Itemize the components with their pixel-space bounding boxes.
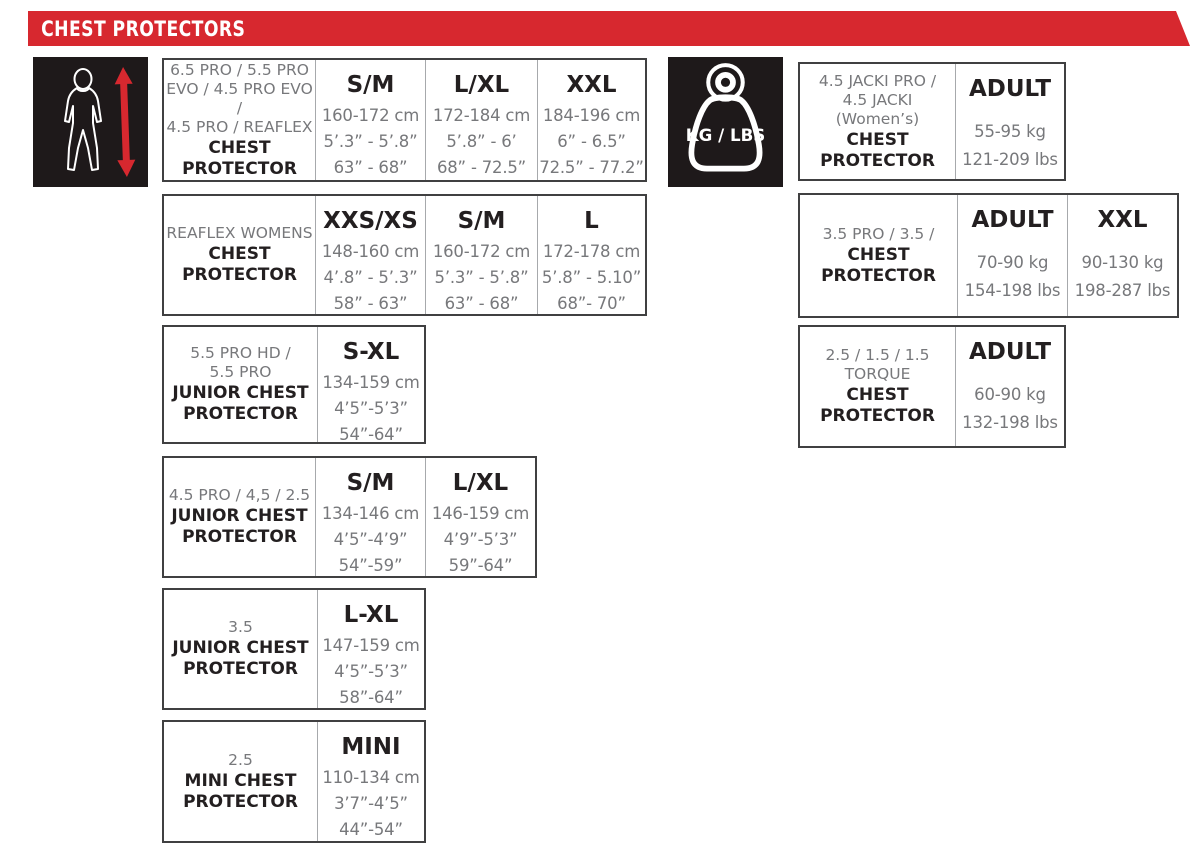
product-label-cell: 2.5 MINI CHEST PROTECTOR [164,722,317,841]
product-models: 4.5 JACKI PRO / 4.5 JACKI (Women’s) [818,71,937,128]
product-models: 6.5 PRO / 5.5 PRO EVO / 4.5 PRO EVO / 4.… [166,60,313,136]
size-column: S-XL 134-159 cm 4’5”-5’3” 54”-64” [317,327,424,442]
size-name: L [584,208,599,234]
product-type: CHEST PROTECTOR [182,137,297,179]
weight-table-35-pro: 3.5 PRO / 3.5 / CHEST PROTECTOR ADULT 70… [798,193,1179,318]
weight-icon-box: KG / LBS [668,57,783,187]
size-table-55-junior: 5.5 PRO HD / 5.5 PRO JUNIOR CHEST PROTEC… [162,325,426,444]
product-models: 2.5 / 1.5 / 1.5 TORQUE [825,346,930,383]
product-models: 2.5 [228,750,253,769]
size-values: 60-90 kg 132-198 lbs [962,385,1058,432]
size-column: ADULT 60-90 kg 132-198 lbs [955,327,1064,446]
size-name: L/XL [452,470,509,496]
product-type: MINI CHEST PROTECTOR [183,770,298,812]
product-type: CHEST PROTECTOR [820,129,935,171]
height-icon [64,67,136,177]
size-values: 148-160 cm 4’.8” - 5’.3” 58” - 63” [321,242,420,313]
product-models: 3.5 [228,618,253,636]
size-table-35-junior: 3.5 JUNIOR CHEST PROTECTOR L-XL 147-159 … [162,588,426,710]
size-name: XXL [1097,207,1148,233]
size-table-45-junior: 4.5 PRO / 4,5 / 2.5 JUNIOR CHEST PROTECT… [162,456,537,578]
size-values: 110-134 cm 3’7”-4’5” 44”-54” [322,768,420,839]
product-models: 3.5 PRO / 3.5 / [822,224,935,243]
product-type: CHEST PROTECTOR [821,244,936,286]
size-values: 146-159 cm 4’9”-5’3” 59”-64” [431,504,530,575]
product-label-cell: 5.5 PRO HD / 5.5 PRO JUNIOR CHEST PROTEC… [164,327,317,442]
size-column: L 172-178 cm 5’.8” - 5.10” 68”- 70” [537,196,645,314]
size-values: 134-146 cm 4’5”-4’9” 54”-59” [321,504,420,575]
size-name: XXL [566,72,617,98]
size-column: S/M 160-172 cm 5’.3” - 5’.8” 63” - 68” [315,60,425,180]
product-type: CHEST PROTECTOR [182,244,297,285]
size-values: 172-178 cm 5’.8” - 5.10” 68”- 70” [541,242,642,313]
product-type: JUNIOR CHEST PROTECTOR [171,506,308,547]
size-name: S/M [346,72,395,98]
size-name: S/M [346,470,395,496]
product-label-cell: 3.5 JUNIOR CHEST PROTECTOR [164,590,317,708]
product-models: REAFLEX WOMENS [166,224,313,242]
section-header: CHEST PROTECTORS [28,11,1190,46]
size-name: ADULT [971,207,1054,233]
product-type: CHEST PROTECTOR [820,385,935,426]
weight-table-25-15-torque: 2.5 / 1.5 / 1.5 TORQUE CHEST PROTECTOR A… [798,325,1066,448]
product-label-cell: 6.5 PRO / 5.5 PRO EVO / 4.5 PRO EVO / 4.… [164,60,315,180]
size-values: 172-184 cm 5’.8” - 6’ 68” - 72.5” [432,106,531,177]
size-column: XXL 184-196 cm 6” - 6.5” 72.5” - 77.2” [537,60,645,180]
size-name: L-XL [343,602,399,628]
product-models: 5.5 PRO HD / 5.5 PRO [190,344,291,381]
weight-table-jacki: 4.5 JACKI PRO / 4.5 JACKI (Women’s) CHES… [798,62,1066,181]
size-values: 147-159 cm 4’5”-5’3” 58”-64” [322,636,420,707]
section-title: CHEST PROTECTORS [41,16,246,41]
size-column: L/XL 146-159 cm 4’9”-5’3” 59”-64” [425,458,535,576]
size-name: XXS/XS [323,208,418,234]
size-column: ADULT 70-90 kg 154-198 lbs [957,195,1067,316]
size-column: XXS/XS 148-160 cm 4’.8” - 5’.3” 58” - 63… [315,196,425,314]
product-models: 4.5 PRO / 4,5 / 2.5 [168,486,311,504]
weight-icon-label: KG / LBS [686,126,766,145]
size-values: 134-159 cm 4’5”-5’3” 54”-64” [322,373,420,442]
size-values: 184-196 cm 6” - 6.5” 72.5” - 77.2” [539,106,644,177]
product-type: JUNIOR CHEST PROTECTOR [172,383,309,424]
size-column: L/XL 172-184 cm 5’.8” - 6’ 68” - 72.5” [425,60,537,180]
size-column: ADULT 55-95 kg 121-209 lbs [955,64,1064,179]
size-name: S/M [457,208,506,234]
size-table-adult-chest-protector: 6.5 PRO / 5.5 PRO EVO / 4.5 PRO EVO / 4.… [162,58,647,182]
product-label-cell: 4.5 JACKI PRO / 4.5 JACKI (Women’s) CHES… [800,64,955,179]
size-column: L-XL 147-159 cm 4’5”-5’3” 58”-64” [317,590,424,708]
size-values: 55-95 kg 121-209 lbs [962,122,1058,169]
product-label-cell: 3.5 PRO / 3.5 / CHEST PROTECTOR [800,195,957,316]
product-label-cell: REAFLEX WOMENS CHEST PROTECTOR [164,196,315,314]
weight-kg-lbs-icon: KG / LBS [686,63,766,172]
size-table-25-mini: 2.5 MINI CHEST PROTECTOR MINI 110-134 cm… [162,720,426,843]
size-values: 160-172 cm 5’.3” - 5’.8” 63” - 68” [321,106,420,177]
size-name: MINI [341,734,401,760]
size-name: S-XL [342,339,400,365]
size-column: S/M 160-172 cm 5’.3” - 5’.8” 63” - 68” [425,196,537,314]
product-label-cell: 2.5 / 1.5 / 1.5 TORQUE CHEST PROTECTOR [800,327,955,446]
size-column: S/M 134-146 cm 4’5”-4’9” 54”-59” [315,458,425,576]
size-name: ADULT [968,339,1052,365]
size-name: ADULT [968,76,1052,102]
vertical-double-arrow-icon [114,67,136,177]
size-values: 90-130 kg 198-287 lbs [1074,253,1171,300]
size-values: 70-90 kg 154-198 lbs [964,253,1061,300]
size-name: L/XL [453,72,510,98]
size-table-reaflex-womens: REAFLEX WOMENS CHEST PROTECTOR XXS/XS 14… [162,194,647,316]
product-type: JUNIOR CHEST PROTECTOR [172,638,309,679]
size-column: MINI 110-134 cm 3’7”-4’5” 44”-54” [317,722,424,841]
size-values: 160-172 cm 5’.3” - 5’.8” 63” - 68” [432,242,531,313]
size-column: XXL 90-130 kg 198-287 lbs [1067,195,1177,316]
product-label-cell: 4.5 PRO / 4,5 / 2.5 JUNIOR CHEST PROTECT… [164,458,315,576]
height-icon-box [33,57,148,187]
